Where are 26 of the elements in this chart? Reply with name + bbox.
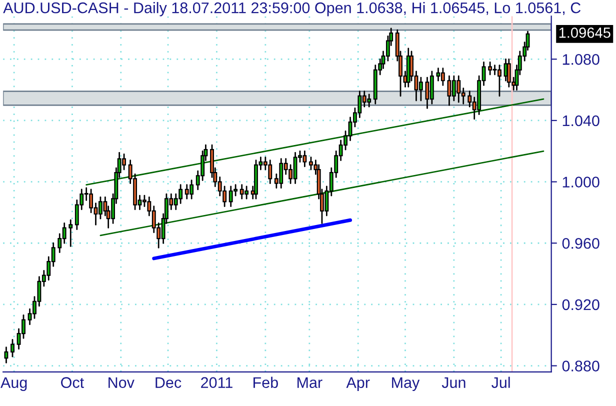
x-tick-label: Jun — [442, 377, 466, 388]
x-tick-label: May — [392, 377, 420, 391]
x-tick-label: Oct — [61, 377, 84, 388]
candlestick — [68, 219, 73, 247]
text: 1.09645 — [559, 28, 610, 38]
candlestick — [4, 346, 8, 364]
y-tick-label: 1.000 — [562, 176, 600, 188]
candlestick — [10, 339, 14, 358]
candlestick — [418, 76, 423, 102]
x-tick-label: Apr — [346, 377, 370, 391]
candlestick — [488, 62, 492, 76]
chart-title: AUD.USD-CASH - Daily 18.07.2011 23:59:00 Open 1.0638, Hi 1.06545, Lo 1.0561, C — [3, 2, 581, 16]
y-tick-label: 0.880 — [562, 360, 600, 372]
candlestick — [506, 58, 511, 88]
x-tick-label: Aug — [0, 377, 27, 391]
y-tick-label: 0.920 — [562, 299, 600, 310]
y-tick-label: 1.080 — [562, 54, 600, 65]
x-tick-label: 2011 — [201, 377, 232, 388]
x-tick-label: Mar — [298, 377, 322, 388]
x-tick-label: Dec — [156, 377, 182, 388]
candlestick — [430, 70, 434, 104]
x-tick-label: Nov — [108, 377, 134, 388]
x-tick-label: Feb — [254, 376, 278, 388]
y-tick-label: 0.960 — [562, 238, 600, 249]
y-tick-label: 1.040 — [562, 115, 600, 126]
x-tick-label: Jul — [492, 376, 510, 388]
